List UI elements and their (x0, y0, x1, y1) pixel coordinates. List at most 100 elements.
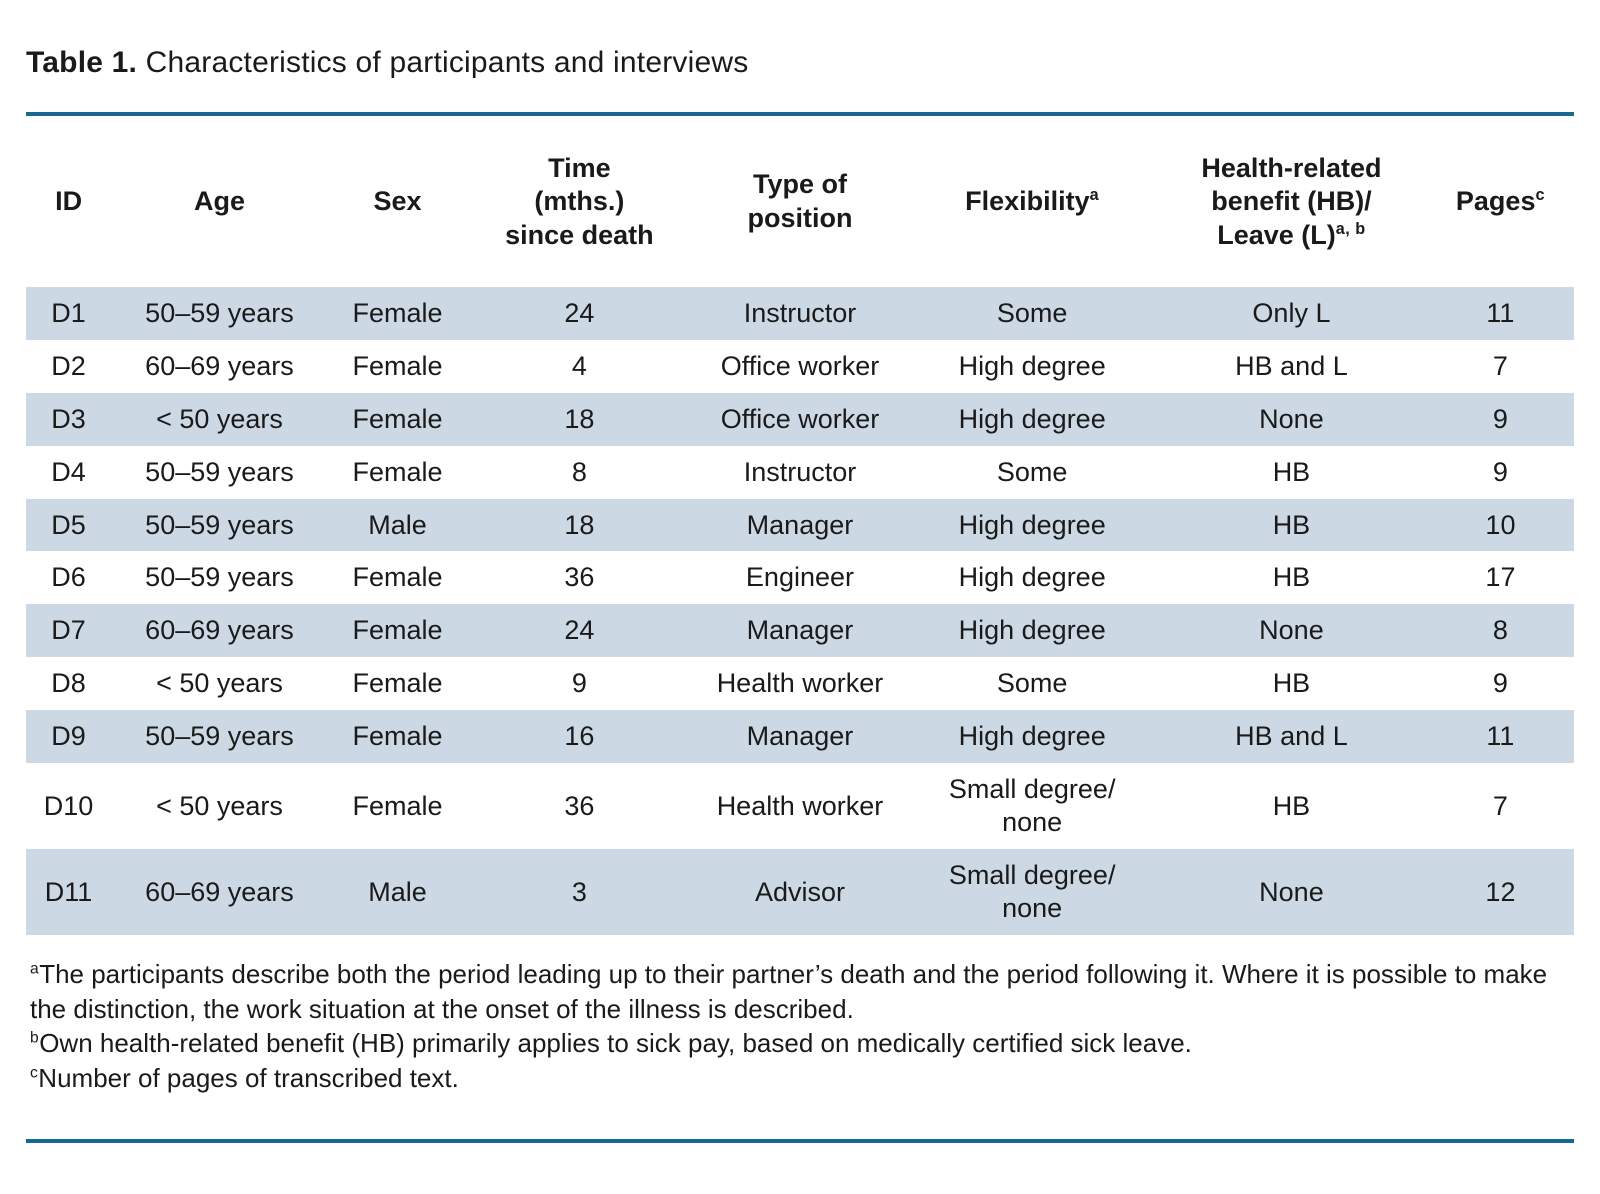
cell-id: D11 (44, 876, 93, 907)
cell-flexibility: Small degree/ none (948, 774, 1116, 838)
cell-position: Office worker (720, 403, 880, 434)
table-row: D1 50–59 years Female 24 Instructor Some Only … (26, 286, 1574, 340)
cell-flexibility: High degree (958, 350, 1106, 381)
table-row: D3 < 50 years Female 18 Office worker High de… (26, 392, 1574, 446)
cell-age: 60–69 years (145, 350, 294, 381)
bottom-rule (26, 1139, 1574, 1144)
cell-time: 4 (571, 350, 587, 381)
cell-sex: Female (352, 350, 443, 381)
cell-id: D6 (51, 562, 86, 593)
column-header-label: Flexibility (965, 186, 1090, 217)
cell-pages: 11 (1486, 297, 1515, 328)
footnote-text: Number of pages of transcribed text. (38, 1062, 459, 1093)
cell-time: 3 (571, 876, 587, 907)
cell-benefit: HB (1272, 456, 1311, 487)
cell-flexibility: Some (996, 297, 1068, 328)
cell-position: Instructor (743, 456, 857, 487)
cell-benefit: HB (1272, 562, 1311, 593)
participants-table: ID Age Sex Time (mths.) since death Type of … (26, 116, 1574, 935)
table-row: D5 50–59 years Male 18 Manager High degree HB 1… (26, 498, 1574, 552)
column-header-time: Time (mths.) since death (467, 116, 691, 287)
cell-flexibility: Small degree/ none (948, 860, 1116, 923)
header-row: ID Age Sex Time (mths.) since death Type of … (26, 116, 1574, 287)
cell-age: < 50 years (156, 790, 283, 821)
table-body: D1 50–59 years Female 24 Instructor Some Only … (26, 286, 1574, 935)
table-row: D8 < 50 years Female 9 Health worker Some HB 9 (26, 657, 1574, 710)
column-header-label: Pages (1455, 186, 1536, 217)
cell-sex: Female (352, 668, 443, 699)
cell-position: Manager (746, 615, 854, 646)
cell-benefit: None (1259, 403, 1324, 434)
cell-pages: 9 (1492, 668, 1508, 699)
cell-age: < 50 years (156, 403, 283, 434)
column-header-label: ID (55, 186, 83, 217)
cell-position: Health worker (716, 668, 884, 699)
column-header-sex: Sex (328, 116, 467, 287)
footnote-text: The participants describe both the perio… (30, 958, 1548, 1024)
cell-id: D9 (51, 721, 86, 752)
header-footnote-marker: a, b (1335, 220, 1366, 238)
cell-time: 16 (564, 721, 595, 752)
cell-sex: Female (352, 790, 443, 821)
column-header-label: Health-related benefit (HB)/ Leave (L) (1201, 152, 1382, 251)
header-footnote-marker: a (1089, 186, 1100, 205)
column-header-label: Type of position (747, 169, 853, 234)
cell-sex: Female (352, 721, 443, 752)
cell-position: Manager (746, 509, 854, 540)
cell-id: D7 (51, 615, 86, 646)
cell-age: 50–59 years (145, 721, 294, 752)
cell-pages: 7 (1492, 350, 1508, 381)
table-row: D9 50–59 years Female 16 Manager High degree H… (26, 710, 1574, 764)
cell-age: 50–59 years (145, 297, 294, 328)
column-header-pages: Pagesc (1427, 116, 1574, 287)
cell-flexibility: High degree (958, 562, 1106, 593)
cell-pages: 10 (1485, 509, 1516, 540)
cell-age: 50–59 years (145, 456, 294, 487)
cell-id: D5 (51, 509, 86, 540)
cell-flexibility: High degree (958, 403, 1106, 434)
cell-position: Manager (746, 721, 854, 752)
cell-position: Office worker (720, 350, 880, 381)
footnote-marker: a (30, 960, 40, 978)
cell-id: D4 (51, 456, 86, 487)
footnote-marker: b (30, 1029, 40, 1047)
cell-benefit: HB and L (1235, 721, 1348, 752)
cell-sex: Male (368, 509, 427, 540)
cell-age: 50–59 years (145, 509, 294, 540)
cell-id: D2 (51, 350, 86, 381)
column-header-label: Age (193, 186, 245, 217)
cell-time: 18 (564, 509, 595, 540)
cell-benefit: None (1259, 615, 1324, 646)
cell-flexibility: High degree (958, 615, 1106, 646)
cell-sex: Male (368, 876, 427, 907)
column-header-position: Type of position (692, 116, 909, 287)
cell-time: 9 (571, 668, 587, 699)
cell-id: D1 (51, 297, 86, 328)
cell-benefit: Only L (1252, 297, 1331, 328)
column-header-label: Time (mths.) since death (505, 152, 654, 251)
cell-sex: Female (352, 297, 443, 328)
table-row: D7 60–69 years Female 24 Manager High degree N… (26, 604, 1574, 658)
column-header-age: Age (111, 116, 328, 287)
cell-position: Engineer (745, 562, 855, 593)
cell-pages: 17 (1485, 562, 1516, 593)
cell-flexibility: Some (996, 668, 1068, 699)
table-row: D4 50–59 years Female 8 Instructor Some HB 9 (26, 446, 1574, 499)
table-row: D10 < 50 years Female 36 Health worker Small … (26, 763, 1574, 849)
cell-time: 8 (571, 456, 587, 487)
table-title-text: Characteristics of participants and inte… (137, 46, 749, 79)
column-header-label: Sex (373, 186, 422, 217)
cell-sex: Female (352, 562, 443, 593)
footnote: aThe participants describe both the peri… (30, 957, 1570, 1026)
cell-benefit: HB (1272, 668, 1311, 699)
cell-age: < 50 years (156, 668, 283, 699)
cell-benefit: None (1259, 876, 1324, 907)
column-header-benefit: Health-related benefit (HB)/ Leave (L)a,… (1156, 116, 1427, 287)
cell-time: 24 (564, 615, 595, 646)
cell-sex: Female (352, 456, 443, 487)
cell-benefit: HB and L (1235, 350, 1348, 381)
cell-pages: 11 (1486, 721, 1515, 752)
footnotes: aThe participants describe both the peri… (26, 957, 1574, 1095)
cell-flexibility: High degree (958, 721, 1106, 752)
cell-position: Advisor (754, 876, 845, 907)
